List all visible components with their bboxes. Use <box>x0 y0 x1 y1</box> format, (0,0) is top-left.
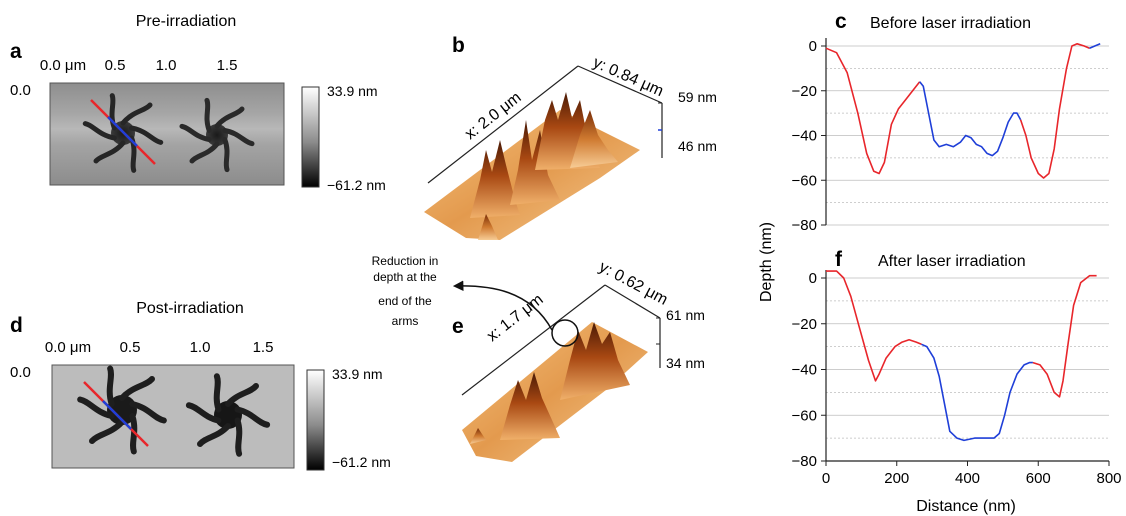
panel-e-y-axis <box>604 284 661 319</box>
panel-e: e x: 1.7 μm y: 0.62 μm 61 nm 34 nm Reduc… <box>372 254 705 462</box>
panel-a-title: Pre-irradiation <box>136 13 236 30</box>
panel-e-x-axis <box>461 284 606 396</box>
profile-line-blue-pre <box>107 116 138 147</box>
after-xtick-label: 400 <box>955 470 980 487</box>
after-series-red-0 <box>826 270 922 382</box>
panel-d-xtick-2: 1.0 <box>190 339 211 356</box>
panel-a-xtick-1: 0.5 <box>105 57 126 74</box>
after-series-red-2 <box>1032 274 1097 398</box>
panel-f-letter: f <box>835 248 843 271</box>
panel-c: c Before laser irradiation 0 −20 −40 −60 −80 <box>792 10 1109 234</box>
panel-d-title: Post-irradiation <box>136 300 244 317</box>
after-ytick-label: 0 <box>809 270 817 287</box>
panel-d-xtick-3: 1.5 <box>253 339 274 356</box>
panel-b: b x: 2.0 μm y: 0.84 μm 59 nm 46 nm <box>424 34 717 240</box>
colorbar-d <box>306 369 325 471</box>
annotation-line-3: end of the <box>378 294 432 308</box>
nanostructure-left-pre <box>82 93 164 173</box>
panel-c-letter: c <box>835 10 847 33</box>
panel-d-xtick-0: 0.0 μm <box>45 339 91 356</box>
before-ytick-label: 0 <box>809 38 817 55</box>
before-ytick-label: −80 <box>792 217 817 234</box>
panel-a-letter: a <box>10 40 22 63</box>
chart-after: 0 −20 −40 −60 −80 0 200 400 600 800 <box>792 270 1122 487</box>
annotation-line-4: arms <box>392 314 419 328</box>
panel-e-z-mid: 34 nm <box>666 355 705 371</box>
panel-a-xtick-0: 0.0 μm <box>40 57 86 74</box>
annotation-text: Reduction in depth at the end of the arm… <box>372 254 439 328</box>
panel-b-x-label: x: 2.0 μm <box>462 89 525 143</box>
panel-e-letter: e <box>452 315 464 338</box>
before-series-red-0 <box>825 47 921 175</box>
panel-c-title: Before laser irradiation <box>870 15 1031 32</box>
nanostructure-right-pre <box>179 97 255 173</box>
panel-a-xtick-2: 1.0 <box>156 57 177 74</box>
before-series-blue-1 <box>919 81 1022 157</box>
panel-b-z-top: 59 nm <box>678 89 717 105</box>
before-series-red-2 <box>1019 43 1090 179</box>
panel-b-x-axis <box>427 65 579 184</box>
afm-map-pre <box>49 82 285 186</box>
panel-a-xtick-3: 1.5 <box>217 57 238 74</box>
annotation-arrow <box>452 280 553 331</box>
panel-b-z-mid: 46 nm <box>678 138 717 154</box>
panel-b-y-label: y: 0.84 μm <box>590 54 665 100</box>
panel-d-letter: d <box>10 314 23 337</box>
panel-d-ytick: 0.0 <box>10 364 31 381</box>
before-ytick-label: −40 <box>792 128 817 145</box>
panel-a-ytick: 0.0 <box>10 82 31 99</box>
panel-b-surface <box>424 92 640 240</box>
after-ytick-label: −60 <box>792 407 817 424</box>
after-xtick-label: 0 <box>822 470 830 487</box>
colorbar-a-max: 33.9 nm <box>327 83 378 99</box>
panel-f-title: After laser irradiation <box>878 253 1026 270</box>
panel-b-y-axis <box>577 65 663 104</box>
after-ytick-label: −40 <box>792 362 817 379</box>
nanostructure-right-post <box>185 373 271 457</box>
colorbar-a-min: −61.2 nm <box>327 177 386 193</box>
colorbar-d-min: −61.2 nm <box>332 454 391 470</box>
panel-e-z-top: 61 nm <box>666 307 705 323</box>
annotation-line-1: Reduction in <box>372 254 439 268</box>
panel-f: f After laser irradiation 0−20−40−60−800… <box>792 248 1122 487</box>
panel-a: Pre-irradiation a 0.0 μm 0.5 1.0 1.5 0.0 <box>10 13 386 193</box>
panel-b-letter: b <box>452 34 465 57</box>
panel-e-surface <box>462 322 648 462</box>
after-xtick-label: 600 <box>1026 470 1051 487</box>
panel-d-xtick-1: 0.5 <box>120 339 141 356</box>
annotation-circle <box>551 319 579 347</box>
before-ytick-label: −20 <box>792 83 817 100</box>
y-axis-title: Depth (nm) <box>758 222 775 302</box>
annotation-line-2: depth at the <box>373 270 437 284</box>
profile-line-blue-post <box>102 400 132 430</box>
after-xtick-label: 800 <box>1096 470 1121 487</box>
nanostructure-left-post <box>77 365 167 455</box>
after-ytick-label: −20 <box>792 316 817 333</box>
after-series-blue-1 <box>921 343 1033 442</box>
after-xtick-label: 200 <box>884 470 909 487</box>
before-series-blue-3 <box>1089 43 1101 49</box>
x-axis-title: Distance (nm) <box>916 498 1016 515</box>
after-ytick-label: −80 <box>792 453 817 470</box>
colorbar-a <box>301 86 320 188</box>
panel-e-y-label: y: 0.62 μm <box>596 259 670 309</box>
before-ytick-label: −60 <box>792 172 817 189</box>
colorbar-d-max: 33.9 nm <box>332 366 383 382</box>
chart-before: 0 −20 −40 −60 −80 <box>792 38 1109 234</box>
panel-d: Post-irradiation d 0.0 μm 0.5 1.0 1.5 0.… <box>10 300 391 471</box>
